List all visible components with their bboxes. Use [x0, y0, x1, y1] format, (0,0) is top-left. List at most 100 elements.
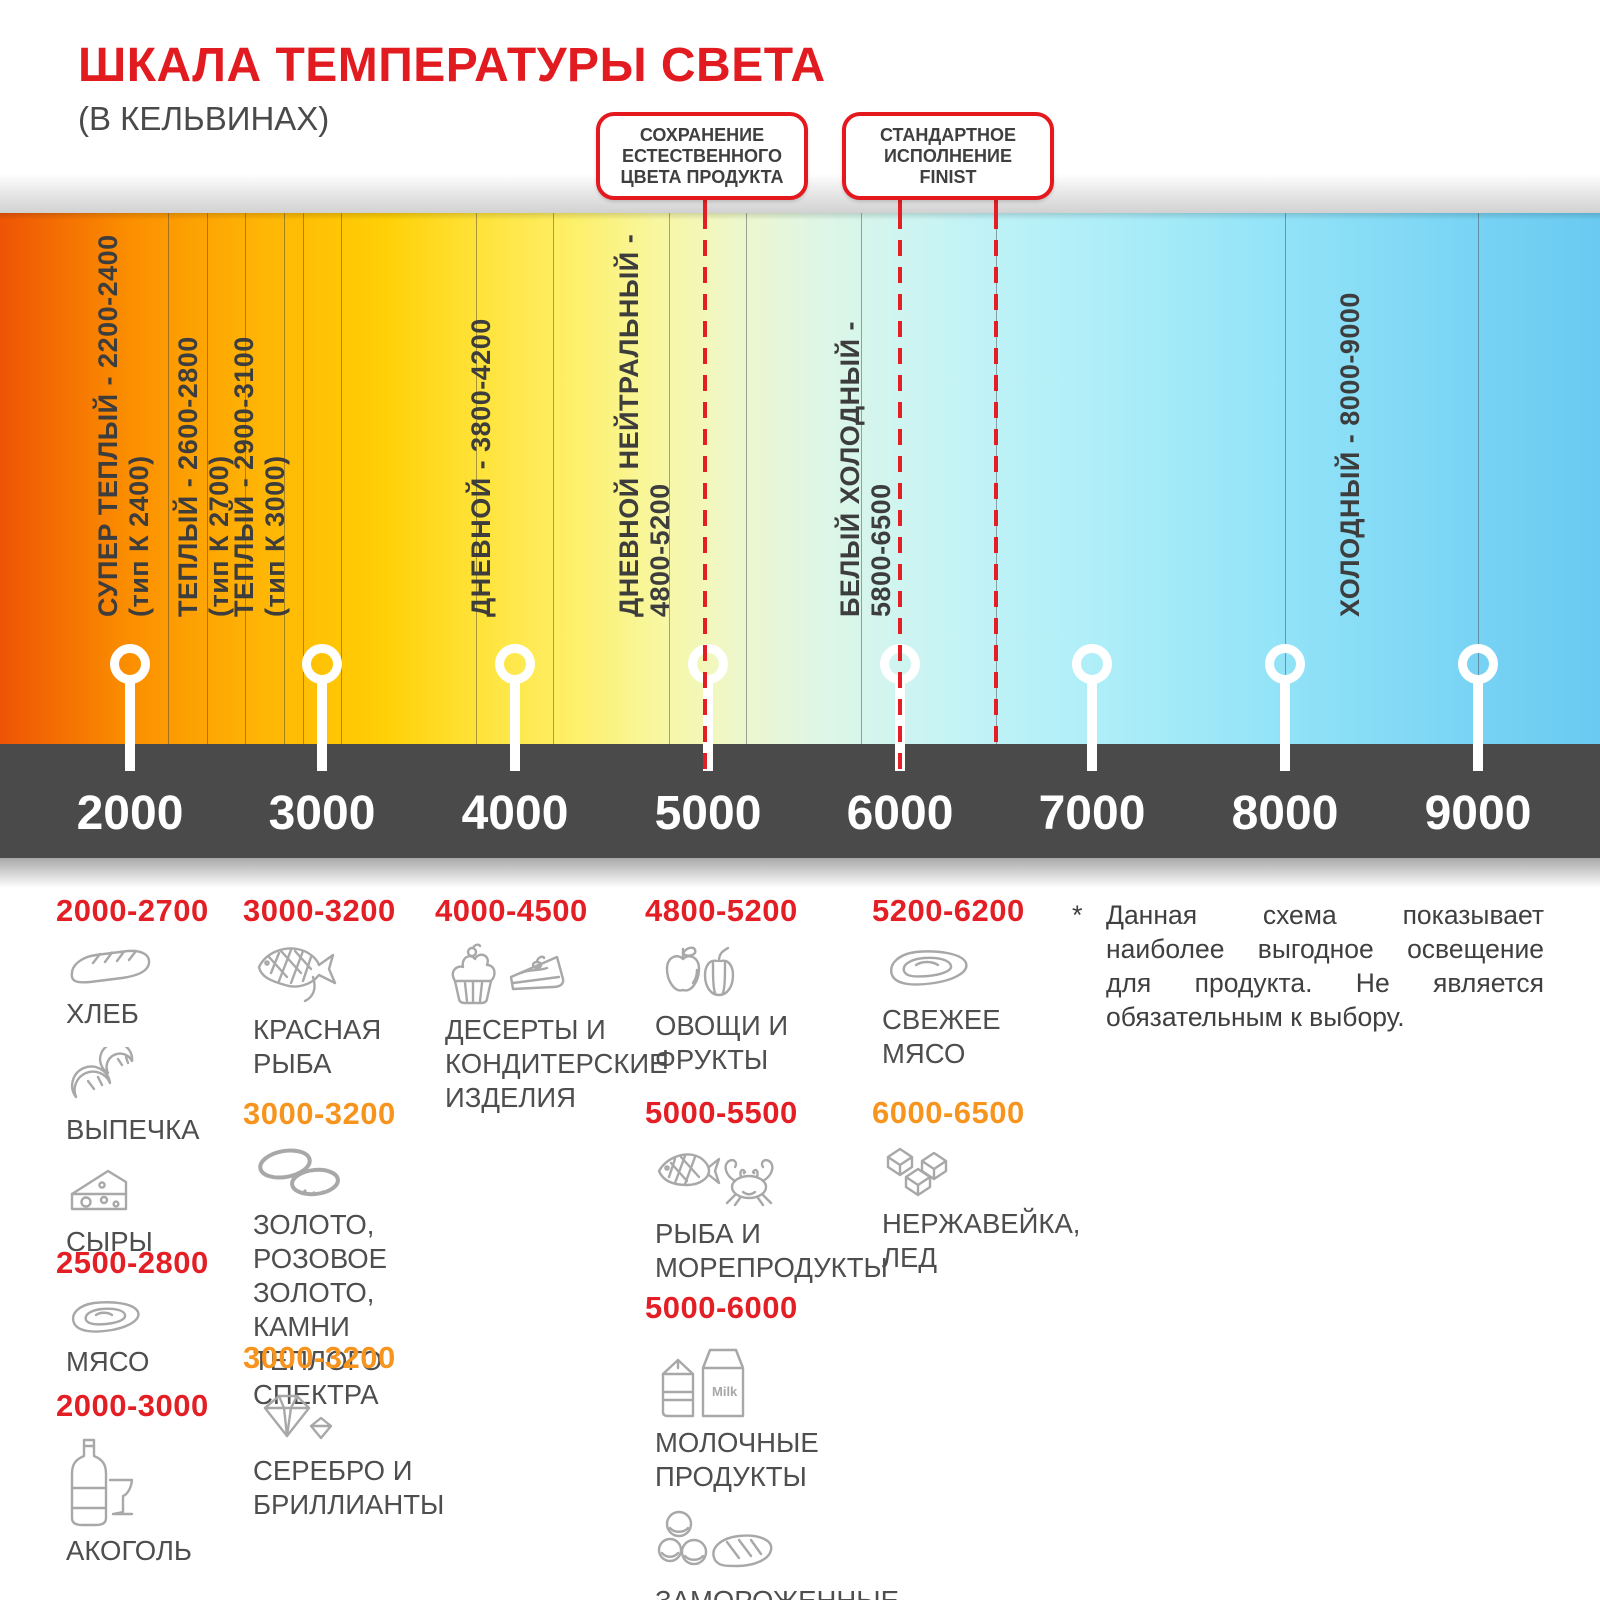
range-label-main: ДНЕВНОЙ - 3800-4200 — [466, 318, 496, 617]
range-header: 6000-6500 — [872, 1095, 1025, 1130]
legend-label: РЫБА И МОРЕПРОДУКТЫ — [655, 1218, 888, 1283]
range-header: 2500-2800 — [56, 1245, 209, 1280]
cheese-icon — [70, 1169, 128, 1211]
legend-item: ЗАМОРОЖЕННЫЕ ПОЛУФАБРИКАТЫ — [655, 1506, 920, 1600]
range-boundary-line — [168, 213, 169, 744]
range-header: 3000-3200 — [243, 1340, 396, 1375]
ice-cubes-icon — [886, 1147, 948, 1197]
tick-6000: 6000 — [846, 787, 954, 840]
range-label-cold: ХОЛОДНЫЙ - 8000-9000 — [1335, 187, 1366, 617]
scale-marker-9000 — [1458, 644, 1498, 684]
legend-item: СЕРЕБРО И БРИЛЛИАНТЫ — [253, 1388, 478, 1522]
range-header: 4800-5200 — [645, 893, 798, 928]
dessert-icon — [451, 943, 565, 1005]
frozen-food-icon — [657, 1510, 773, 1568]
range-boundary-line — [245, 213, 246, 744]
scale-marker-2000 — [110, 644, 150, 684]
scale-marker-7000 — [1072, 644, 1112, 684]
seafood-icon — [657, 1153, 774, 1207]
scale-marker-5000 — [688, 644, 728, 684]
legend-label: АКОГОЛЬ — [66, 1535, 192, 1566]
range-header: 5000-5500 — [645, 1095, 798, 1130]
bread-icon — [70, 949, 151, 984]
range-label-main: СУПЕР ТЕПЛЫЙ - 2200-2400 — [93, 234, 123, 617]
footnote-asterisk: * — [1072, 900, 1083, 930]
tick-7000: 7000 — [1038, 787, 1146, 840]
callout-natural-color: СОХРАНЕНИЕ ЕСТЕСТВЕННОГО ЦВЕТА ПРОДУКТА — [596, 112, 808, 200]
legend-label: ЗАМОРОЖЕННЫЕ ПОЛУФАБРИКАТЫ — [655, 1584, 920, 1600]
legend-label: СВЕЖЕЕ МЯСО — [882, 1004, 1001, 1069]
range-boundary-line — [476, 213, 477, 744]
scale-marker-4000 — [495, 644, 535, 684]
range-boundary-line — [746, 213, 747, 744]
legend-label: КРАСНАЯ РЫБА — [253, 1014, 382, 1079]
range-header: 3000-3200 — [243, 893, 396, 928]
legend-group-red-fish: 3000-3200 КРАСНАЯ РЫБА — [243, 893, 478, 1097]
legend-item: ДЕСЕРТЫ И КОНДИТЕРСКИЕ ИЗДЕЛИЯ — [445, 941, 668, 1115]
legend-group-stainless-ice: 6000-6500 НЕРЖАВЕЙКА, ЛЕД — [872, 1095, 1081, 1291]
legend-item: Milk МОЛОЧНЫЕ ПРОДУКТЫ — [655, 1338, 920, 1494]
range-label-super-warm: СУПЕР ТЕПЛЫЙ - 2200-2400 (тип К 2400) — [93, 187, 155, 617]
range-label-daylight: ДНЕВНОЙ - 3800-4200 — [466, 187, 497, 617]
range-boundary-line — [669, 213, 670, 744]
range-header: 3000-3200 — [243, 1096, 396, 1131]
legend-group-produce: 4800-5200 ОВОЩИ И ФРУКТЫ — [645, 893, 920, 1093]
tick-3000: 3000 — [268, 787, 376, 840]
scale-marker-stem — [1280, 680, 1290, 771]
legend-group-alcohol: 2000-3000 АКОГОЛЬ — [56, 1388, 234, 1584]
axis-band-shadow — [0, 858, 1600, 888]
legend-item: МЯСО — [66, 1293, 234, 1379]
legend-label: ХЛЕБ — [66, 998, 139, 1029]
legend-item: ХЛЕБ — [66, 941, 234, 1031]
range-label-main: ДНЕВНОЙ НЕЙТРАЛЬНЫЙ - — [614, 233, 644, 617]
fresh-meat-icon — [890, 950, 968, 986]
range-boundary-line — [284, 213, 285, 744]
scale-marker-stem — [1473, 680, 1483, 771]
range-boundary-line — [207, 213, 208, 744]
produce-icon — [665, 946, 735, 997]
scale-marker-stem — [1087, 680, 1097, 771]
guide-dash-5000 — [703, 213, 707, 769]
scale-marker-stem — [125, 680, 135, 771]
alcohol-icon — [70, 1438, 134, 1527]
range-label-warm-2700: ТЕПЛЫЙ - 2600-2800 (тип К 2700) — [173, 187, 235, 617]
range-boundary-line — [1285, 213, 1286, 744]
scale-marker-stem — [317, 680, 327, 771]
range-boundary-line — [303, 213, 304, 744]
legend-item: ОВОЩИ И ФРУКТЫ — [655, 941, 920, 1077]
legend-group-bread: 2000-2700 ХЛЕБ ВЫПЕЧКА СЫРЫ — [56, 893, 234, 1275]
legend-group-desserts: 4000-4500 ДЕСЕРТЫ И КОНДИТЕРСКИЕ ИЗДЕЛИЯ — [435, 893, 668, 1131]
range-label-sub: 4800-5200 — [645, 483, 675, 617]
range-header: 2000-3000 — [56, 1388, 209, 1423]
legend-item: АКОГОЛЬ — [66, 1436, 234, 1568]
tick-9000: 9000 — [1424, 787, 1532, 840]
callout-stem — [994, 194, 998, 214]
milk-carton-text: Milk — [712, 1384, 738, 1399]
legend-item: СВЕЖЕЕ МЯСО — [882, 941, 1077, 1071]
legend-item: СЫРЫ — [66, 1163, 234, 1259]
scale-marker-3000 — [302, 644, 342, 684]
tick-8000: 8000 — [1231, 787, 1339, 840]
range-boundary-line — [341, 213, 342, 744]
legend-label: ЗОЛОТО, РОЗОВОЕ ЗОЛОТО, КАМНИ ТЕПЛОГО СП… — [253, 1209, 387, 1410]
callout-stem — [703, 194, 707, 214]
guide-dash-6500 — [994, 213, 998, 744]
fish-icon — [257, 947, 337, 1003]
legend-group-silver: 3000-3200 СЕРЕБРО И БРИЛЛИАНТЫ — [243, 1340, 478, 1538]
legend-item: РЫБА И МОРЕПРОДУКТЫ — [655, 1143, 920, 1285]
tick-2000: 2000 — [76, 787, 184, 840]
tick-4000: 4000 — [461, 787, 569, 840]
legend-item: ВЫПЕЧКА — [66, 1047, 234, 1147]
guide-dash-6000 — [898, 213, 902, 769]
legend-group-fresh-meat: 5200-6200 СВЕЖЕЕ МЯСО — [872, 893, 1077, 1087]
legend-label: НЕРЖАВЕЙКА, ЛЕД — [882, 1208, 1081, 1273]
legend-group-seafood: 5000-5500 РЫБА И МОРЕПРОДУКТЫ — [645, 1095, 920, 1301]
legend-label: ОВОЩИ И ФРУКТЫ — [655, 1010, 789, 1075]
legend-label: СЕРЕБРО И БРИЛЛИАНТЫ — [253, 1455, 445, 1520]
callout-finist-standard: СТАНДАРТНОЕ ИСПОЛНЕНИЕ FINIST — [842, 112, 1054, 200]
gold-rings-icon — [258, 1148, 340, 1197]
scale-marker-stem — [703, 680, 713, 771]
legend-label: МОЛОЧНЫЕ ПРОДУКТЫ — [655, 1427, 819, 1492]
legend-item: КРАСНАЯ РЫБА — [253, 941, 478, 1081]
